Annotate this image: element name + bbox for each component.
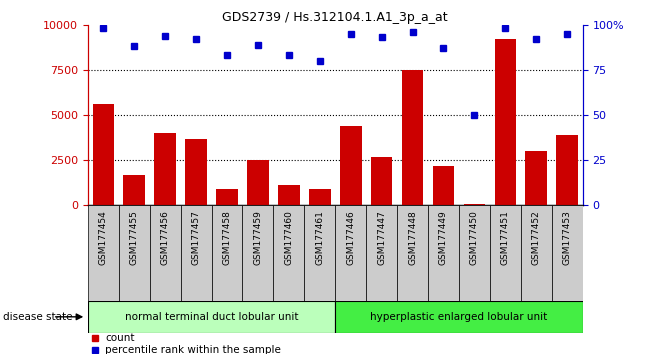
Bar: [304, 205, 335, 308]
Bar: [212, 205, 242, 308]
Bar: [186, 138, 207, 205]
Bar: [154, 133, 176, 205]
Text: GSM177450: GSM177450: [470, 210, 479, 266]
Text: normal terminal duct lobular unit: normal terminal duct lobular unit: [125, 312, 298, 322]
Text: GSM177453: GSM177453: [562, 210, 572, 266]
Bar: [309, 189, 331, 205]
Text: GSM177461: GSM177461: [315, 210, 324, 266]
Title: GDS2739 / Hs.312104.1.A1_3p_a_at: GDS2739 / Hs.312104.1.A1_3p_a_at: [223, 11, 448, 24]
Bar: [118, 205, 150, 308]
Bar: [247, 160, 269, 205]
Bar: [402, 70, 423, 205]
Bar: [340, 126, 361, 205]
Bar: [557, 135, 578, 205]
Bar: [335, 301, 583, 333]
Bar: [124, 175, 145, 205]
Text: GSM177458: GSM177458: [223, 210, 232, 266]
Text: GSM177454: GSM177454: [99, 210, 108, 265]
Bar: [335, 205, 366, 308]
Bar: [88, 205, 118, 308]
Bar: [521, 205, 551, 308]
Bar: [428, 205, 459, 308]
Bar: [525, 151, 547, 205]
Bar: [273, 205, 304, 308]
Bar: [371, 156, 393, 205]
Text: GSM177456: GSM177456: [161, 210, 170, 266]
Text: GSM177459: GSM177459: [253, 210, 262, 266]
Bar: [216, 189, 238, 205]
Bar: [366, 205, 397, 308]
Bar: [459, 205, 490, 308]
Text: disease state: disease state: [3, 312, 73, 322]
Bar: [490, 205, 521, 308]
Text: GSM177451: GSM177451: [501, 210, 510, 266]
Text: GSM177447: GSM177447: [377, 210, 386, 265]
Bar: [278, 185, 299, 205]
Text: GSM177452: GSM177452: [532, 210, 541, 265]
Text: GSM177460: GSM177460: [284, 210, 294, 266]
Bar: [150, 205, 180, 308]
Text: GSM177449: GSM177449: [439, 210, 448, 265]
Bar: [551, 205, 583, 308]
Bar: [242, 205, 273, 308]
Text: count: count: [105, 333, 135, 343]
Bar: [495, 39, 516, 205]
Bar: [433, 166, 454, 205]
Bar: [397, 205, 428, 308]
Bar: [464, 204, 485, 205]
Text: GSM177455: GSM177455: [130, 210, 139, 266]
Text: percentile rank within the sample: percentile rank within the sample: [105, 345, 281, 354]
Text: GSM177457: GSM177457: [191, 210, 201, 266]
Bar: [88, 301, 335, 333]
Bar: [92, 104, 114, 205]
Bar: [181, 205, 212, 308]
Text: GSM177446: GSM177446: [346, 210, 355, 265]
Text: GSM177448: GSM177448: [408, 210, 417, 265]
Text: hyperplastic enlarged lobular unit: hyperplastic enlarged lobular unit: [370, 312, 547, 322]
